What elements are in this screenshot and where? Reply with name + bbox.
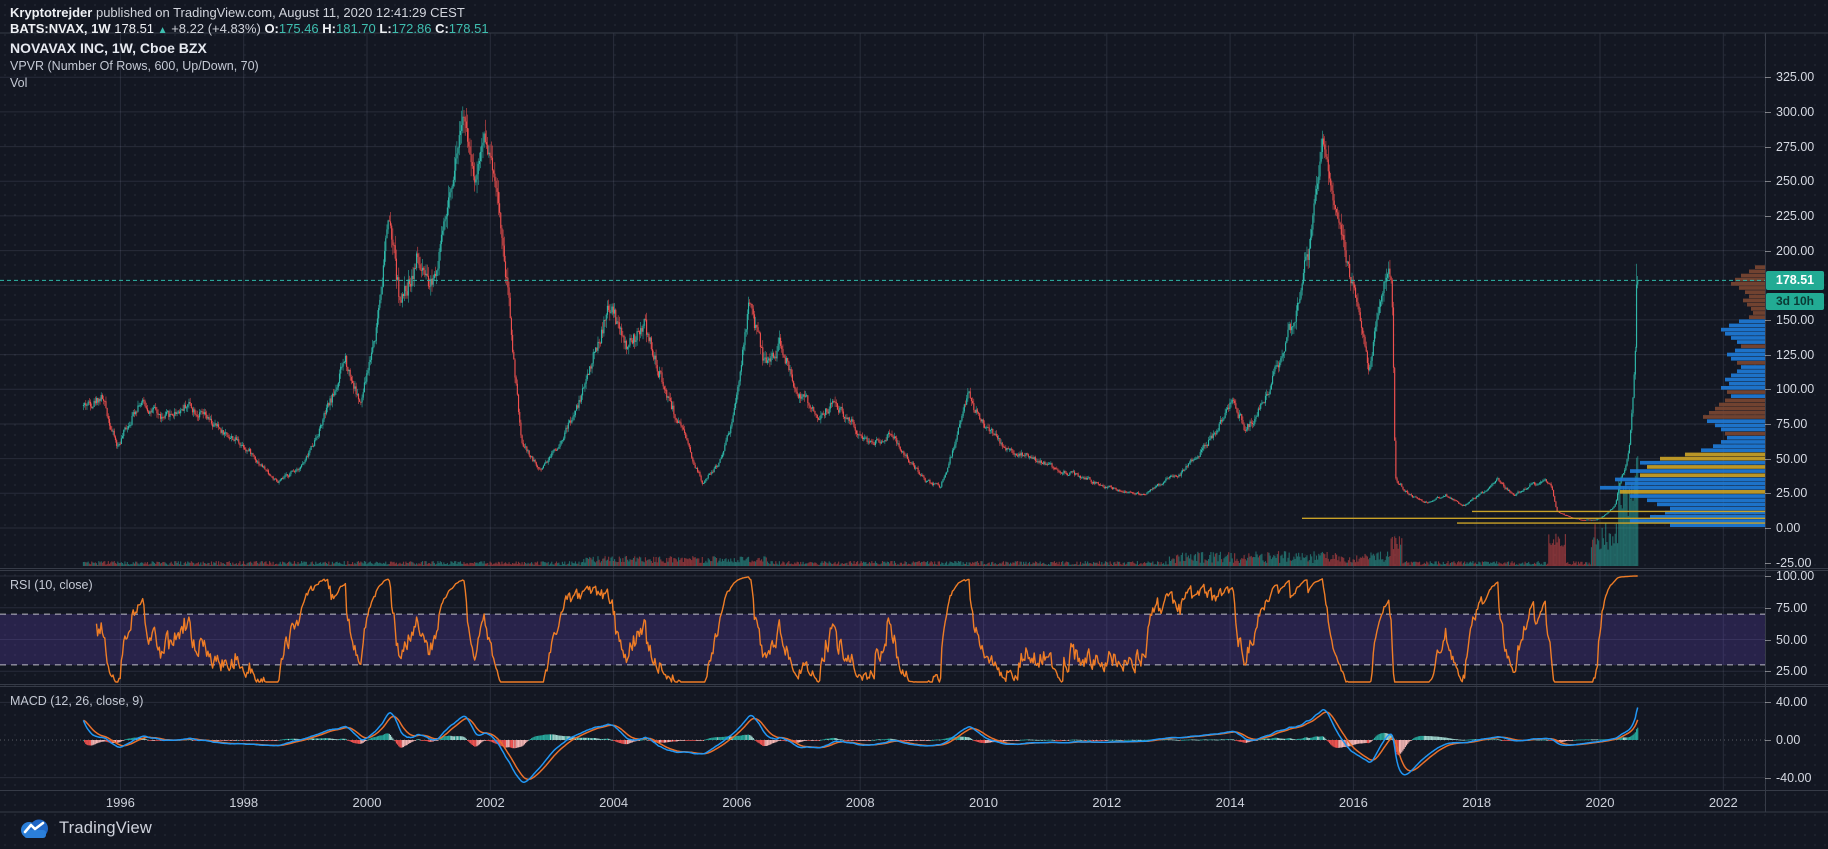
candles <box>82 106 1639 521</box>
price-tick-label: 25.00 <box>1776 486 1808 501</box>
last-price: 178.51 <box>114 21 155 36</box>
last-price-badge: 178.51 <box>1766 271 1824 290</box>
year-label: 2008 <box>845 795 875 810</box>
price-tick-label: 150.00 <box>1776 312 1815 327</box>
scale-tick <box>1765 639 1771 641</box>
high-value: 181.70 <box>336 21 376 36</box>
rsi-tick-label: 25.00 <box>1776 664 1808 679</box>
scale-tick <box>1765 702 1771 704</box>
up-arrow-icon: ▲ <box>157 25 168 36</box>
macd-histogram <box>82 727 1639 756</box>
high-label: H: <box>322 21 336 36</box>
price-tick-label: 0.00 <box>1776 521 1801 535</box>
scale-tick <box>1765 423 1771 425</box>
year-label: 2010 <box>969 795 998 810</box>
price-tick-label: 275.00 <box>1776 139 1815 154</box>
price-tick-label: 75.00 <box>1776 416 1808 431</box>
close-value: 178.51 <box>448 21 489 36</box>
year-label: 1996 <box>105 795 135 810</box>
price-tick-label: 200.00 <box>1776 243 1815 258</box>
scale-tick <box>1765 777 1771 779</box>
open-label: O: <box>264 21 279 36</box>
scale-tick <box>1765 319 1771 321</box>
price-tick-label: 300.00 <box>1776 104 1815 119</box>
scale-tick <box>1765 215 1771 217</box>
scale-tick <box>1765 576 1771 577</box>
price-tick-label: 325.00 <box>1776 70 1815 85</box>
rsi-tick-label: 75.00 <box>1776 600 1808 615</box>
bar-countdown-badge: 3d 10h <box>1766 293 1824 310</box>
main-pane-legend[interactable]: NOVAVAX INC, 1W, Cboe BZX VPVR (Number O… <box>10 40 259 90</box>
year-label: 2002 <box>475 795 505 810</box>
scale-tick <box>1765 607 1771 609</box>
price-tick-label: 225.00 <box>1776 208 1815 223</box>
price-tick-label: 125.00 <box>1776 347 1815 362</box>
scale-tick <box>1765 528 1771 529</box>
symbol-line: BATS:NVAX, 1W 178.51 ▲ +8.22 (+4.83%) O:… <box>10 21 489 36</box>
scale-tick <box>1765 671 1771 673</box>
rsi-tick-label: 100.00 <box>1776 569 1815 583</box>
publisher-name: Kryptotrejder <box>10 5 93 20</box>
scale-tick <box>1765 458 1771 460</box>
scale-tick <box>1765 562 1771 564</box>
macd-signal-line <box>83 711 1639 781</box>
scale-tick <box>1765 740 1771 741</box>
year-label: 2014 <box>1215 795 1245 810</box>
scale-tick <box>1765 111 1771 113</box>
low-value: 172.86 <box>391 21 432 36</box>
tradingview-logo-icon <box>21 819 48 838</box>
price-change: +8.22 (+4.83%) <box>171 21 261 36</box>
pane-separators <box>0 32 1828 813</box>
year-label: 1998 <box>229 795 259 810</box>
year-label: 2012 <box>1092 795 1122 810</box>
scale-tick <box>1765 77 1771 79</box>
year-label: 2020 <box>1585 795 1615 810</box>
brand-name: TradingView <box>59 818 152 837</box>
open-value: 175.46 <box>278 21 319 36</box>
year-label: 2022 <box>1708 795 1738 810</box>
rsi-band <box>0 613 1765 666</box>
vpvr-profile <box>1302 265 1765 527</box>
macd-tick-label: 0.00 <box>1776 733 1801 747</box>
publish-info: published on TradingView.com, August 11,… <box>92 5 465 20</box>
price-tick-label: 250.00 <box>1776 174 1815 189</box>
year-label: 2004 <box>599 795 629 810</box>
macd-tick-label: 40.00 <box>1776 695 1808 710</box>
rsi-line <box>95 575 1638 683</box>
vpvr-legend[interactable]: VPVR (Number Of Rows, 600, Up/Down, 70) <box>10 59 259 73</box>
volume-histogram <box>82 456 1639 566</box>
volume-legend[interactable]: Vol <box>10 76 28 90</box>
scale-tick <box>1765 493 1771 495</box>
tradingview-branding[interactable]: TradingView <box>20 813 152 843</box>
price-tick-label: 100.00 <box>1776 382 1815 397</box>
grid <box>0 33 1765 790</box>
scale-tick <box>1765 354 1771 356</box>
year-label: 2018 <box>1462 795 1492 810</box>
rsi-legend[interactable]: RSI (10, close) <box>10 578 93 592</box>
year-label: 2000 <box>352 795 382 810</box>
close-label: C: <box>435 21 449 36</box>
scale-tick <box>1765 389 1771 391</box>
scale-tick <box>1765 250 1771 252</box>
symbol-name: BATS:NVAX, 1W <box>10 21 111 36</box>
scale-tick <box>1765 181 1771 183</box>
macd-legend[interactable]: MACD (12, 26, close, 9) <box>10 694 144 708</box>
price-tick-label: -25.00 <box>1776 555 1812 570</box>
price-tick-label: 50.00 <box>1776 451 1808 466</box>
symbol-legend: NOVAVAX INC, 1W, Cboe BZX <box>10 40 207 56</box>
year-label: 2016 <box>1338 795 1368 810</box>
rsi-tick-label: 50.00 <box>1776 632 1808 647</box>
macd-line <box>82 707 1639 783</box>
macd-tick-label: -40.00 <box>1776 770 1812 785</box>
scale-tick <box>1765 146 1771 148</box>
publish-line: Kryptotrejder published on TradingView.c… <box>10 5 465 20</box>
year-label: 2006 <box>722 795 752 810</box>
low-label: L: <box>379 21 392 36</box>
